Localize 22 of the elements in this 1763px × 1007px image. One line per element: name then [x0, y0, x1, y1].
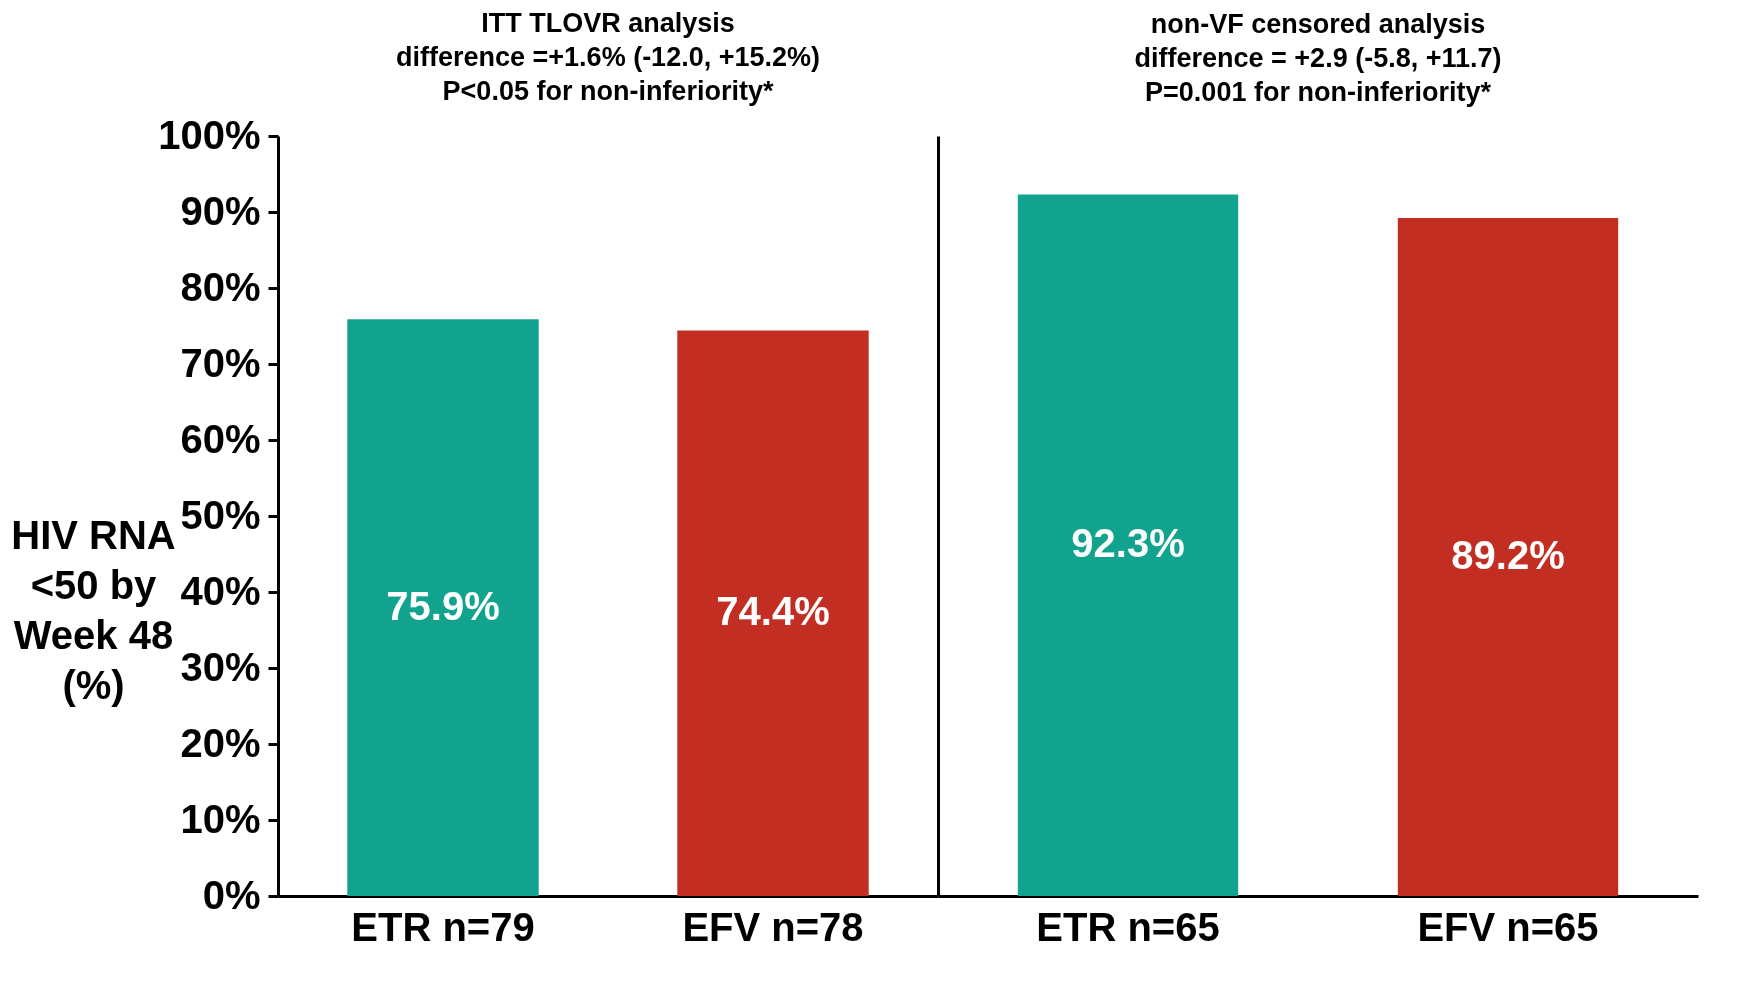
- y-tick-label: 40%: [180, 568, 261, 613]
- chart-title: non-VF censored analysis difference = +2.9 (-5.8, +11.7) P=0.001 for non-inferiority*: [1134, 9, 1502, 107]
- data-label: 89.2%: [1451, 533, 1565, 578]
- data-label: 75.9%: [386, 583, 500, 628]
- y-axis-title: HIV RNA <50 by Week 48 (%): [11, 512, 176, 707]
- x-tick-label: ETR n=65: [1036, 904, 1220, 949]
- y-tick-label: 80%: [180, 264, 261, 309]
- y-tick-label: 50%: [180, 492, 261, 537]
- y-tick-label: 60%: [180, 416, 261, 461]
- x-tick-label: ETR n=79: [351, 904, 535, 949]
- y-tick-label: 100%: [158, 112, 261, 157]
- x-tick-label: EFV n=65: [1417, 904, 1599, 949]
- y-tick-label: 70%: [180, 340, 261, 385]
- data-label: 74.4%: [716, 589, 830, 634]
- chart-title: ITT TLOVR analysis difference =+1.6% (-12.0, +15.2%) P<0.05 for non-inferiority*: [396, 8, 820, 106]
- data-label: 92.3%: [1071, 521, 1185, 566]
- y-tick-label: 90%: [180, 188, 261, 233]
- y-tick-label: 30%: [180, 644, 261, 689]
- y-tick-label: 10%: [180, 796, 261, 841]
- y-tick-label: 0%: [202, 872, 261, 917]
- x-tick-label: EFV n=78: [682, 904, 864, 949]
- y-tick-label: 20%: [180, 720, 261, 765]
